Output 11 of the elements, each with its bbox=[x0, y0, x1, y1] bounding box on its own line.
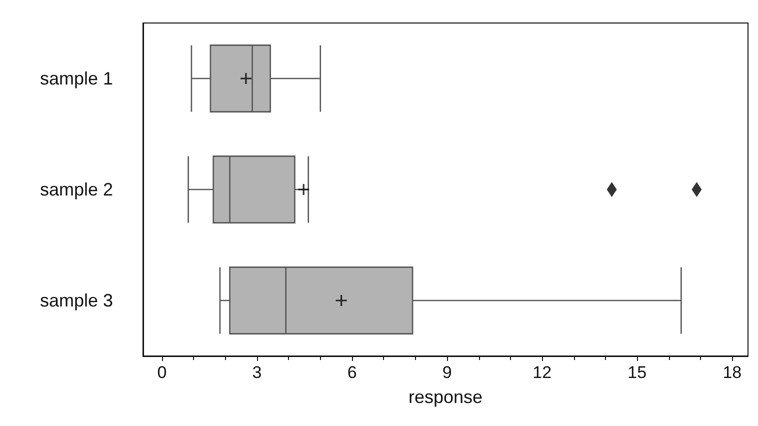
x-tick-label: 6 bbox=[347, 363, 357, 382]
x-axis-title: response bbox=[408, 387, 483, 407]
x-tick-label: 12 bbox=[532, 363, 552, 382]
y-tick-label: sample 1 bbox=[40, 68, 113, 88]
y-tick-label: sample 2 bbox=[40, 180, 113, 200]
y-tick-label: sample 3 bbox=[40, 290, 113, 310]
x-tick-label: 18 bbox=[722, 363, 742, 382]
x-tick-label: 15 bbox=[628, 363, 647, 382]
x-tick-label: 3 bbox=[252, 363, 262, 382]
x-tick-label: 9 bbox=[442, 363, 452, 382]
x-tick-label: 0 bbox=[157, 363, 167, 382]
